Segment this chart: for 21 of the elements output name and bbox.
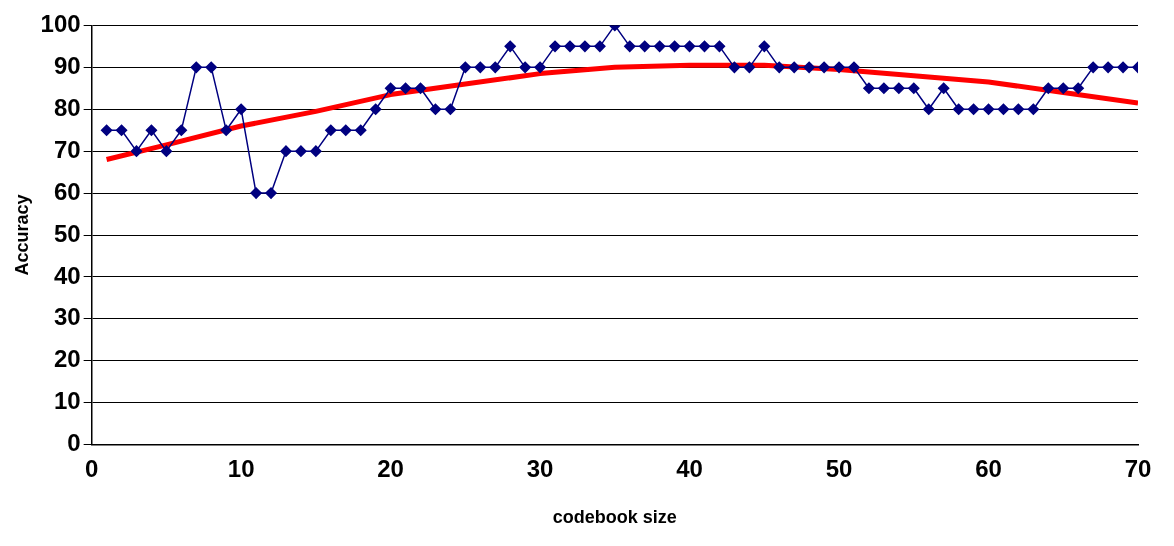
y-tick-label: 60 [53,177,81,205]
y-tick-label: 0 [67,429,81,457]
y-axis-title: Accuracy [11,194,32,276]
x-tick-label: 40 [676,454,703,482]
y-tick-label: 30 [53,303,81,331]
x-tick-label: 60 [975,454,1002,482]
y-tick-label: 100 [40,10,81,38]
x-tick-label: 30 [526,454,554,482]
y-tick-label: 10 [53,387,81,415]
x-tick-label: 20 [377,454,404,482]
y-tick-label: 40 [53,261,81,289]
y-tick-label: 50 [53,219,81,247]
y-tick-label: 90 [53,51,81,79]
x-tick-label: 50 [825,454,853,482]
x-tick-label: 70 [1124,454,1152,482]
x-tick-label: 10 [227,454,255,482]
x-tick-label: 0 [84,454,99,482]
x-axis-title: codebook size [552,507,677,528]
y-tick-label: 80 [53,93,81,121]
y-tick-label: 20 [53,345,81,373]
y-tick-label: 70 [53,135,81,163]
